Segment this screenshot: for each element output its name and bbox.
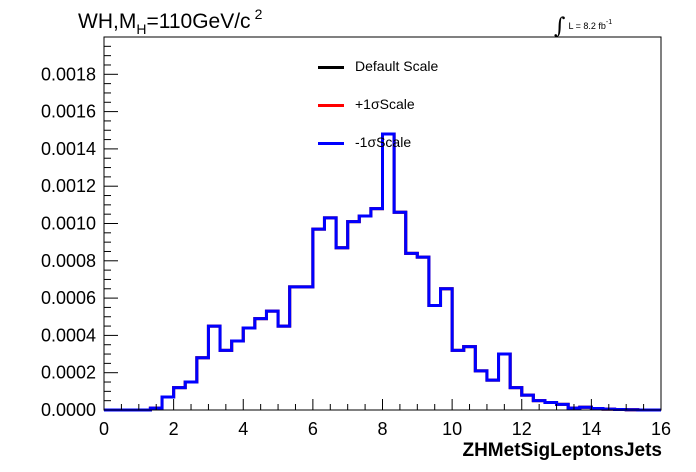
y-tick-label: 0.0000	[41, 400, 96, 420]
legend-label-default: Default Scale	[355, 58, 439, 74]
axis-layer: 0.0000 0.0002 0.0004 0.0006 0.0008 0.0010 0.00…	[41, 45, 671, 439]
legend-swatch-plus1sigma	[318, 104, 344, 107]
y-tick-label: 0.0012	[41, 176, 96, 196]
x-tick-label: 14	[581, 419, 601, 439]
legend-label-minus1sigma: -1σScale	[355, 134, 412, 150]
x-tick-label: 0	[99, 419, 109, 439]
legend-item-minus1sigma: -1σScale	[318, 132, 478, 170]
chart-title: WH,MH=110GeV/c 2	[78, 6, 263, 37]
x-tick-label: 12	[512, 419, 532, 439]
x-tick-label: 8	[377, 419, 387, 439]
series-line-2	[104, 132, 661, 412]
x-tick-label: 6	[308, 419, 318, 439]
x-tick-label: 16	[651, 419, 671, 439]
y-tick-label: 0.0008	[41, 251, 96, 271]
y-tick-label: 0.0006	[41, 288, 96, 308]
integral-symbol: ∫	[554, 14, 566, 39]
legend-item-plus1sigma: +1σScale	[318, 94, 478, 132]
y-tick-label: 0.0002	[41, 363, 96, 383]
y-tick-label: 0.0004	[41, 325, 96, 345]
legend-swatch-default	[318, 66, 344, 69]
y-tick-label: 0.0018	[41, 64, 96, 84]
y-tick-label: 0.0014	[41, 139, 96, 159]
luminosity-label: ∫ L = 8.2 fb-1	[554, 14, 613, 39]
x-axis-label: ZHMetSigLeptonsJets	[462, 440, 662, 461]
legend: Default Scale +1σScale -1σScale	[318, 56, 478, 170]
legend-item-default: Default Scale	[318, 56, 478, 94]
y-tick-label: 0.0016	[41, 102, 96, 122]
x-tick-label: 2	[169, 419, 179, 439]
series-layer	[104, 132, 661, 412]
y-tick-label: 0.0010	[41, 214, 96, 234]
x-tick-label: 10	[442, 419, 462, 439]
legend-swatch-minus1sigma	[318, 142, 344, 145]
x-tick-label: 4	[238, 419, 248, 439]
legend-label-plus1sigma: +1σScale	[355, 96, 415, 112]
